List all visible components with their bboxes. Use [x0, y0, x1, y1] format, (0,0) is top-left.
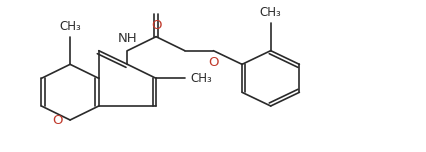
- Text: CH₃: CH₃: [59, 20, 81, 33]
- Text: CH₃: CH₃: [190, 72, 212, 85]
- Text: O: O: [208, 56, 219, 69]
- Text: CH₃: CH₃: [260, 6, 282, 19]
- Text: NH: NH: [118, 32, 137, 45]
- Text: O: O: [151, 19, 161, 32]
- Text: O: O: [52, 114, 62, 126]
